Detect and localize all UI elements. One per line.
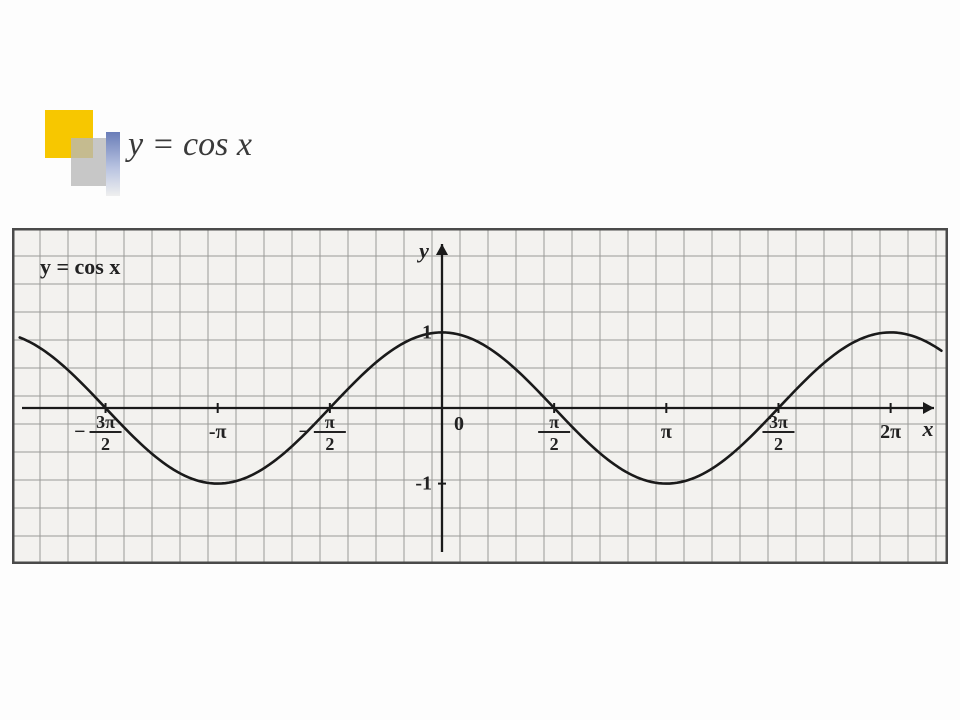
frac-den: 2 bbox=[325, 434, 334, 454]
frac-den: 2 bbox=[550, 434, 559, 454]
chart-equation: y = cos x bbox=[40, 254, 120, 279]
origin-label: 0 bbox=[454, 413, 464, 435]
y-tick-label: 1 bbox=[422, 321, 432, 343]
frac-num: π bbox=[325, 412, 335, 432]
frac-num: 3π bbox=[96, 412, 115, 432]
cosine-chart: -2π−3π2-π−π2π2π3π22π1-10yxy = cos x bbox=[12, 228, 948, 564]
frac-num: 3π bbox=[769, 412, 788, 432]
x-tick-label: -π bbox=[209, 421, 227, 443]
ornament-bar bbox=[106, 132, 120, 196]
y-tick-label: -1 bbox=[415, 473, 432, 495]
cosine-chart-svg: -2π−3π2-π−π2π2π3π22π1-10yxy = cos x bbox=[12, 228, 948, 564]
page-title: y = cos x bbox=[128, 126, 252, 164]
frac-den: 2 bbox=[774, 434, 783, 454]
minus-sign: − bbox=[298, 421, 309, 443]
x-tick-label: π bbox=[661, 421, 672, 443]
frac-num: π bbox=[549, 412, 559, 432]
frac-den: 2 bbox=[101, 434, 110, 454]
x-tick-label: 2π bbox=[880, 421, 901, 443]
x-axis-label: x bbox=[922, 416, 934, 441]
minus-sign: − bbox=[74, 421, 85, 443]
